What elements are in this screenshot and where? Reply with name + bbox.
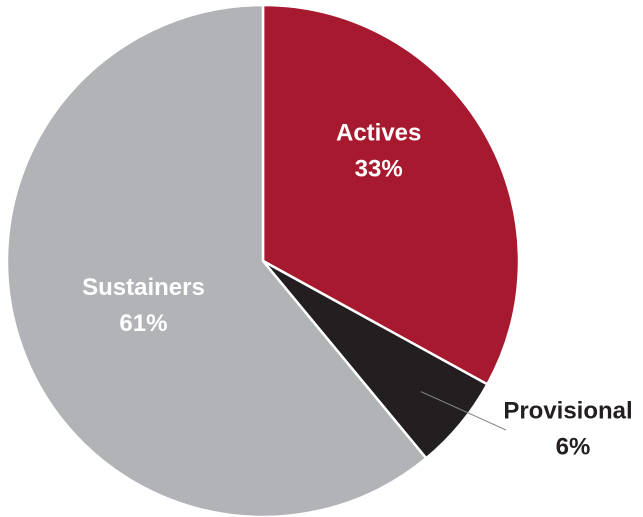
- pie-slice: [261, 3, 521, 387]
- value-label: 6%: [556, 433, 591, 460]
- value-label: 33%: [355, 156, 403, 183]
- value-label: 61%: [119, 310, 167, 337]
- leader-line: [420, 391, 507, 431]
- slice-label: Sustainers: [82, 274, 205, 301]
- pie-slice: [5, 3, 428, 517]
- slice-label: Provisional: [503, 397, 632, 424]
- slice-label: Actives: [336, 120, 421, 147]
